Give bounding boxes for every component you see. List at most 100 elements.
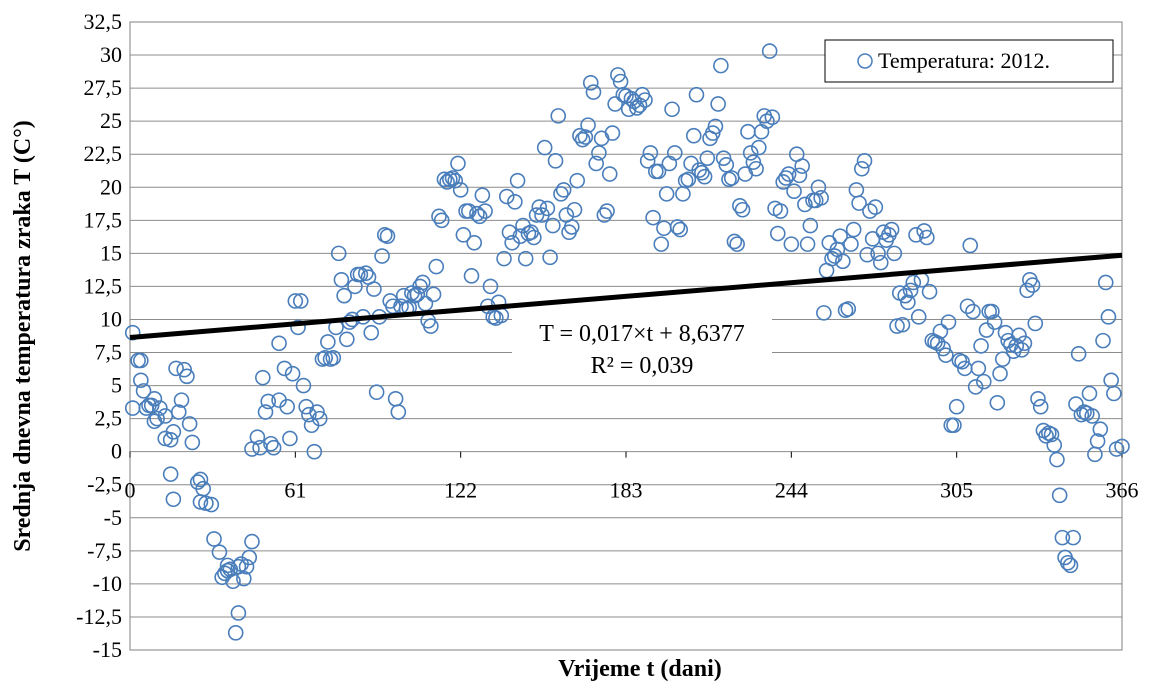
data-point bbox=[387, 390, 404, 407]
data-point bbox=[179, 368, 195, 385]
y-tick-label: -12,5 bbox=[76, 604, 122, 629]
data-point bbox=[713, 57, 729, 74]
data-point bbox=[889, 318, 905, 334]
data-point bbox=[1016, 335, 1033, 352]
data-point bbox=[761, 43, 778, 59]
data-point bbox=[886, 245, 903, 262]
data-point bbox=[786, 183, 802, 200]
data-point bbox=[582, 75, 599, 91]
data-point bbox=[170, 404, 187, 420]
x-tick-label: 305 bbox=[940, 478, 973, 503]
data-point bbox=[656, 220, 672, 237]
data-point bbox=[629, 100, 645, 116]
data-point bbox=[664, 101, 680, 118]
data-point bbox=[867, 199, 884, 215]
data-point bbox=[845, 221, 862, 238]
y-tick-label: 15 bbox=[100, 240, 122, 265]
data-point bbox=[929, 335, 946, 352]
data-point bbox=[279, 398, 296, 415]
y-axis-title: Srednja dnevna temperatura zraka T (C°) bbox=[10, 120, 36, 552]
r-squared-label: R² = 0,039 bbox=[591, 353, 694, 379]
data-point bbox=[428, 258, 445, 275]
y-tick-label: 0 bbox=[111, 439, 122, 464]
data-point bbox=[333, 272, 350, 288]
data-point bbox=[287, 293, 304, 309]
data-point bbox=[745, 154, 762, 170]
data-point bbox=[433, 212, 450, 229]
data-point bbox=[859, 246, 876, 263]
x-tick-label: 122 bbox=[444, 478, 477, 503]
data-point bbox=[902, 282, 919, 299]
y-tick-label: 7,5 bbox=[95, 340, 123, 365]
data-point bbox=[894, 316, 911, 333]
data-point bbox=[948, 398, 965, 415]
data-point bbox=[414, 274, 431, 291]
y-tick-label: 5 bbox=[111, 373, 122, 398]
data-point bbox=[165, 424, 182, 440]
data-point bbox=[580, 117, 596, 133]
equation-background bbox=[512, 316, 772, 382]
data-point bbox=[954, 353, 970, 370]
data-point bbox=[824, 250, 840, 267]
data-point bbox=[124, 400, 141, 416]
data-point bbox=[572, 127, 588, 144]
data-point bbox=[1008, 338, 1025, 354]
data-point bbox=[797, 196, 813, 213]
data-point bbox=[192, 471, 209, 488]
data-point bbox=[385, 298, 401, 315]
data-point bbox=[864, 231, 881, 247]
data-point bbox=[856, 153, 873, 169]
data-point bbox=[802, 217, 819, 234]
data-point bbox=[645, 209, 661, 226]
data-point bbox=[311, 410, 328, 427]
data-point bbox=[545, 217, 561, 234]
legend: Temperatura: 2012. bbox=[824, 39, 1114, 83]
data-point bbox=[555, 182, 572, 198]
data-point bbox=[133, 352, 149, 369]
data-point bbox=[588, 155, 604, 172]
data-point bbox=[135, 383, 152, 399]
data-point bbox=[374, 248, 390, 264]
data-point bbox=[162, 431, 179, 448]
data-point bbox=[919, 229, 935, 246]
data-point bbox=[620, 101, 637, 118]
data-point bbox=[282, 430, 298, 447]
data-point bbox=[574, 131, 591, 148]
y-tick-label: 25 bbox=[100, 108, 122, 133]
data-point bbox=[436, 171, 453, 188]
legend-marker-icon bbox=[857, 53, 873, 69]
data-point bbox=[680, 171, 697, 188]
data-point bbox=[431, 208, 447, 225]
data-point bbox=[946, 417, 962, 434]
data-point bbox=[840, 301, 857, 317]
data-point bbox=[493, 307, 510, 324]
data-point bbox=[536, 139, 553, 156]
data-point bbox=[658, 186, 675, 202]
data-point bbox=[241, 549, 258, 566]
x-tick-label: 244 bbox=[775, 478, 808, 503]
data-point bbox=[295, 377, 312, 394]
data-point bbox=[412, 278, 428, 295]
data-point bbox=[732, 197, 748, 214]
data-point bbox=[569, 172, 586, 189]
data-point bbox=[1087, 446, 1103, 463]
data-point bbox=[848, 182, 865, 198]
data-point bbox=[439, 174, 455, 190]
data-point bbox=[783, 236, 800, 252]
data-point bbox=[748, 160, 764, 177]
y-tick-label: -2,5 bbox=[87, 472, 122, 497]
data-point bbox=[482, 278, 499, 295]
y-tick-label: 30 bbox=[100, 42, 122, 67]
data-point bbox=[366, 281, 382, 297]
data-point bbox=[271, 335, 287, 352]
data-point bbox=[152, 400, 168, 416]
data-point bbox=[978, 322, 995, 338]
data-point bbox=[704, 125, 721, 141]
data-point bbox=[566, 201, 583, 218]
y-tick-label: -7,5 bbox=[87, 538, 122, 563]
data-point bbox=[726, 233, 743, 250]
data-point bbox=[301, 406, 317, 423]
data-point bbox=[992, 365, 1008, 382]
data-point bbox=[330, 245, 347, 262]
data-point bbox=[320, 334, 336, 350]
